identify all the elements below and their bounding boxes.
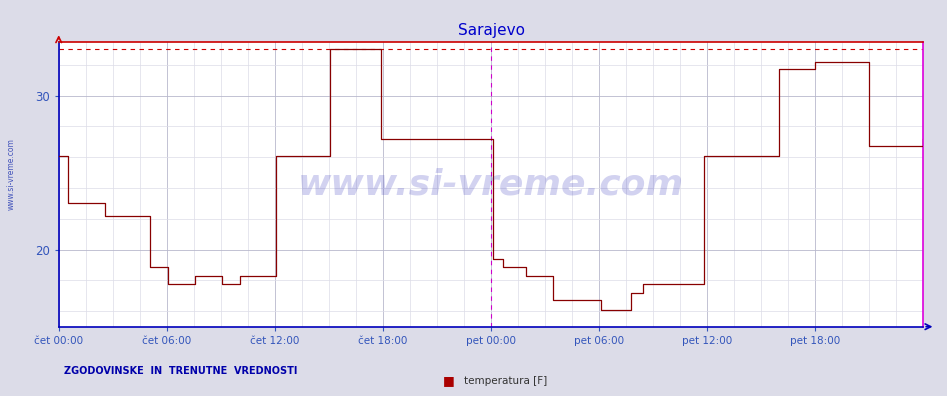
Title: Sarajevo: Sarajevo — [457, 23, 525, 38]
Text: ZGODOVINSKE  IN  TRENUTNE  VREDNOSTI: ZGODOVINSKE IN TRENUTNE VREDNOSTI — [64, 366, 297, 376]
Text: ■: ■ — [443, 375, 455, 387]
Text: www.si-vreme.com: www.si-vreme.com — [7, 138, 16, 210]
Text: www.si-vreme.com: www.si-vreme.com — [298, 167, 684, 201]
Text: temperatura [F]: temperatura [F] — [464, 376, 547, 386]
